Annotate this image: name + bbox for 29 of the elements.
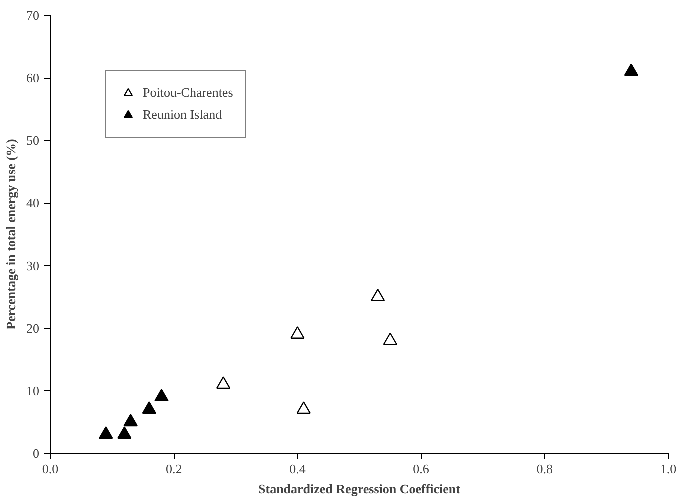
point	[154, 389, 169, 402]
point	[118, 426, 132, 440]
y-tick-label: 30	[26, 258, 40, 274]
y-tick-label: 60	[26, 70, 40, 86]
y-tick-label: 50	[26, 133, 40, 148]
point	[370, 288, 386, 302]
y-tick-label: 10	[26, 383, 40, 398]
x-axis-title: Standardized Regression Coefficient	[258, 482, 462, 496]
legend-label: Reunion Island	[143, 107, 222, 123]
y-tick-label: 40	[26, 196, 40, 211]
x-tick-label: 0.6	[413, 462, 430, 476]
y-axis-title: Percentage in total energy use (%)	[4, 139, 18, 330]
y-tick-label: 70	[26, 8, 40, 23]
x-tick-label: 0.0	[42, 462, 59, 476]
point	[383, 332, 398, 346]
point	[142, 402, 156, 414]
y-tick-label: 0	[33, 446, 40, 461]
point	[290, 326, 305, 339]
y-tick-label: 20	[26, 320, 40, 336]
legend-label: Poitou-Charentes	[143, 85, 234, 101]
point	[216, 376, 231, 390]
x-tick-label: 0.2	[166, 462, 182, 476]
point	[624, 64, 639, 76]
x-tick-label: 0.8	[536, 462, 554, 476]
x-tick-label: 0.4	[290, 462, 306, 476]
point	[124, 414, 138, 427]
point	[296, 402, 311, 414]
point	[99, 426, 114, 440]
x-tick-label: 1.0	[660, 462, 677, 476]
